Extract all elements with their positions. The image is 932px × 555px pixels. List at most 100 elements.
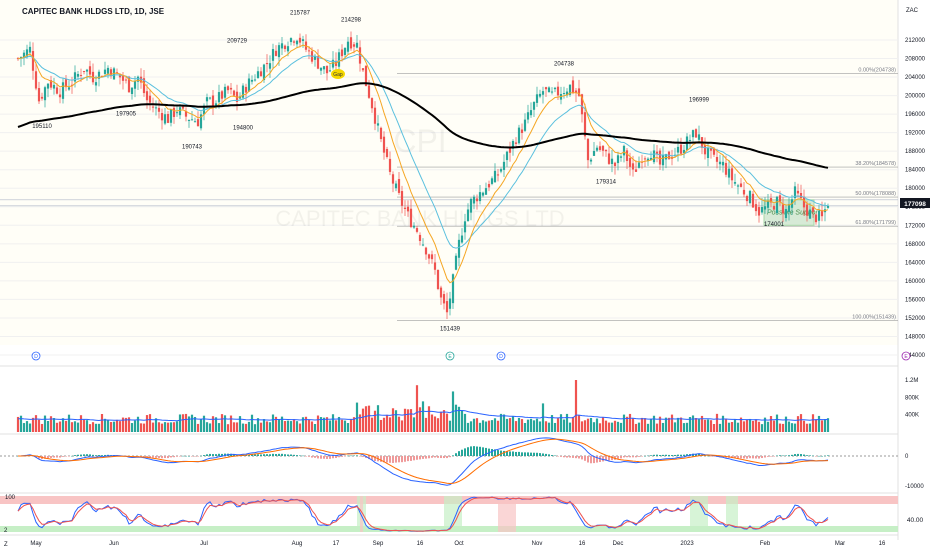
candle-body xyxy=(466,209,470,221)
volume-bar xyxy=(307,419,311,432)
volume-bar xyxy=(292,419,296,432)
event-marker[interactable] xyxy=(31,351,41,361)
volume-bar xyxy=(349,419,353,432)
x-tick-label: 16 xyxy=(579,541,586,547)
volume-bar xyxy=(247,421,251,432)
candle-body xyxy=(136,76,140,82)
macd-tick: 0 xyxy=(905,454,909,460)
volume-bar xyxy=(28,423,32,432)
candle-body xyxy=(532,102,536,110)
volume-bar xyxy=(238,416,242,432)
candle-body xyxy=(25,49,29,57)
candle-body xyxy=(274,50,278,56)
volume-bar xyxy=(373,410,377,432)
candle-body xyxy=(373,107,377,124)
macd-hist-bar xyxy=(554,455,556,457)
macd-hist-bar xyxy=(644,455,646,457)
price-annotation: 174001 xyxy=(764,222,785,228)
volume-bar xyxy=(79,415,83,432)
macd-hist-bar xyxy=(485,447,487,456)
candle-body xyxy=(259,71,263,77)
macd-hist-bar xyxy=(746,456,748,459)
last-price-value: 177098 xyxy=(904,201,926,208)
macd-hist-bar xyxy=(635,456,637,458)
macd-hist-bar xyxy=(452,455,454,456)
macd-hist-bar xyxy=(752,456,754,459)
y-axis-ticks: 144000 148000 152000 156000 160000 164000 1680… xyxy=(905,38,926,359)
event-marker[interactable] xyxy=(496,351,506,361)
volume-bar xyxy=(634,423,638,432)
gap-label: Gap xyxy=(333,72,343,78)
volume-bar xyxy=(214,417,218,432)
macd-hist-bar xyxy=(191,456,193,457)
macd-hist-bar xyxy=(56,456,58,458)
volume-bar xyxy=(361,408,365,432)
volume-bar xyxy=(709,420,713,432)
macd-hist-bar xyxy=(164,456,166,459)
event-marker[interactable] xyxy=(901,351,911,361)
macd-hist-bar xyxy=(200,455,202,457)
macd-hist-bar xyxy=(794,454,796,456)
candle-body xyxy=(391,174,395,184)
volume-bar xyxy=(82,419,86,432)
volume-bar xyxy=(814,419,818,432)
volume-bar xyxy=(493,418,497,432)
volume-bar xyxy=(202,415,206,432)
macd-hist-bar xyxy=(419,456,421,460)
volume-bar xyxy=(496,420,500,432)
macd-hist-bar xyxy=(659,455,661,456)
volume-bar xyxy=(784,416,788,432)
timezone-label[interactable]: Z xyxy=(4,542,8,548)
candle-body xyxy=(169,109,173,123)
candle-body xyxy=(112,68,116,80)
macd-hist-bar xyxy=(704,455,706,456)
event-marker[interactable] xyxy=(445,351,455,361)
candle-body xyxy=(106,67,110,74)
volume-bar xyxy=(406,409,410,432)
volume-bar xyxy=(418,407,422,432)
candle-body xyxy=(148,95,152,103)
volume-bar xyxy=(697,419,701,432)
macd-hist-bar xyxy=(431,456,433,458)
volume-bar xyxy=(196,423,200,432)
macd-tick: -10000 xyxy=(905,484,924,490)
candle-body xyxy=(613,162,617,167)
volume-bar xyxy=(433,416,437,432)
macd-hist-bar xyxy=(773,456,775,457)
volume-bar xyxy=(499,413,503,432)
macd-hist-bar xyxy=(734,456,736,459)
price-scale[interactable] xyxy=(898,0,932,550)
macd-hist-bar xyxy=(296,455,298,456)
volume-bar xyxy=(631,418,635,432)
volume-bar xyxy=(130,423,134,432)
macd-hist-bar xyxy=(713,456,715,457)
candle-body xyxy=(472,196,476,204)
macd-hist-bar xyxy=(290,454,292,456)
volume-bar xyxy=(781,423,785,432)
y-tick-label: 188000 xyxy=(905,149,926,155)
candle-body xyxy=(508,147,512,153)
volume-bar xyxy=(655,423,659,432)
volume-bar xyxy=(136,416,140,432)
macd-hist-bar xyxy=(413,456,415,461)
candle-body xyxy=(214,103,218,108)
candle-body xyxy=(406,206,410,212)
candle-body xyxy=(802,196,806,208)
macd-hist-bar xyxy=(605,456,607,461)
volume-bar xyxy=(715,413,719,432)
volume-ma-line xyxy=(17,410,829,422)
pane-label: 2 xyxy=(4,528,8,534)
macd-hist-bar xyxy=(77,454,79,456)
candle-body xyxy=(457,239,461,258)
volume-bar xyxy=(397,416,401,432)
x-tick-label: Nov xyxy=(532,541,543,547)
macd-hist-bar xyxy=(584,456,586,461)
macd-hist-bar xyxy=(629,456,631,458)
volume-bar xyxy=(802,420,806,432)
macd-hist-bar xyxy=(623,456,625,458)
volume-bar xyxy=(544,421,548,432)
candle-body xyxy=(172,107,176,117)
macd-hist-bar xyxy=(302,455,304,457)
